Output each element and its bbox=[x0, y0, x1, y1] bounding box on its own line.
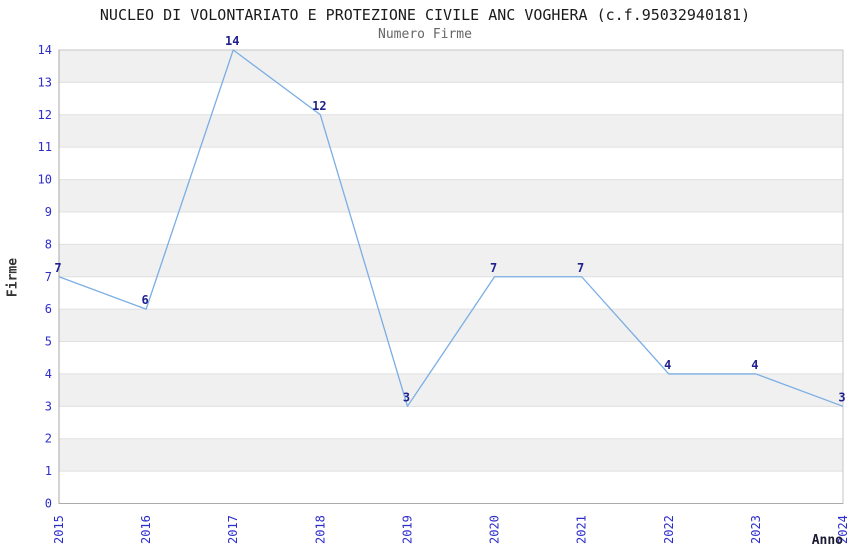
grid-band bbox=[59, 341, 843, 374]
data-label: 3 bbox=[838, 390, 845, 404]
y-tick-label: 5 bbox=[45, 335, 52, 349]
data-label: 14 bbox=[225, 34, 239, 48]
grid-band bbox=[59, 373, 843, 407]
series-line bbox=[58, 49, 844, 407]
data-label: 12 bbox=[312, 99, 326, 113]
y-tick-label: 12 bbox=[38, 108, 52, 122]
x-tick-label: 2022 bbox=[662, 515, 676, 544]
grid-band bbox=[59, 309, 843, 342]
data-label: 6 bbox=[141, 293, 148, 307]
grid-band bbox=[59, 276, 843, 310]
grid-band bbox=[59, 50, 843, 83]
y-tick-label: 1 bbox=[45, 464, 52, 478]
grid-band bbox=[59, 179, 843, 212]
y-tick-label: 9 bbox=[45, 205, 52, 219]
data-label: 4 bbox=[664, 358, 671, 372]
grid-band bbox=[59, 211, 843, 245]
x-tick-label: 2024 bbox=[836, 515, 850, 544]
y-tick-label: 4 bbox=[45, 367, 52, 381]
data-label: 4 bbox=[751, 358, 758, 372]
grid-band bbox=[59, 244, 843, 277]
x-tick-label: 2016 bbox=[139, 515, 153, 544]
x-tick-label: 2017 bbox=[226, 515, 240, 544]
data-label: 7 bbox=[490, 261, 497, 275]
x-tick-label: 2023 bbox=[749, 515, 763, 544]
y-tick-label: 13 bbox=[38, 75, 52, 89]
chart-title: NUCLEO DI VOLONTARIATO E PROTEZIONE CIVI… bbox=[99, 6, 751, 24]
grid-band bbox=[59, 406, 843, 439]
data-label: 3 bbox=[403, 390, 410, 404]
x-tick-label: 2015 bbox=[52, 515, 66, 544]
y-tick-label: 0 bbox=[45, 497, 52, 511]
y-tick-label: 8 bbox=[45, 237, 52, 251]
grid-band bbox=[59, 82, 843, 115]
grid-band bbox=[59, 147, 843, 180]
data-label: 7 bbox=[577, 261, 584, 275]
chart-subtitle: Numero Firme bbox=[378, 27, 472, 42]
y-tick-label: 7 bbox=[45, 270, 52, 284]
x-tick-label: 2018 bbox=[313, 515, 327, 544]
y-tick-label: 6 bbox=[45, 302, 52, 316]
x-tick-label: 2021 bbox=[575, 515, 589, 544]
y-tick-label: 3 bbox=[45, 399, 52, 413]
x-axis-title: Anno bbox=[811, 533, 843, 548]
y-tick-label: 10 bbox=[38, 173, 52, 187]
y-tick-label: 11 bbox=[38, 140, 52, 154]
grid-band bbox=[59, 471, 843, 504]
grid-band bbox=[59, 114, 843, 148]
y-tick-label: 2 bbox=[45, 432, 52, 446]
x-tick-label: 2019 bbox=[400, 515, 414, 544]
y-tick-label: 14 bbox=[38, 43, 52, 57]
data-label: 7 bbox=[54, 261, 61, 275]
x-tick-label: 2020 bbox=[488, 515, 502, 544]
grid-band bbox=[59, 438, 843, 472]
